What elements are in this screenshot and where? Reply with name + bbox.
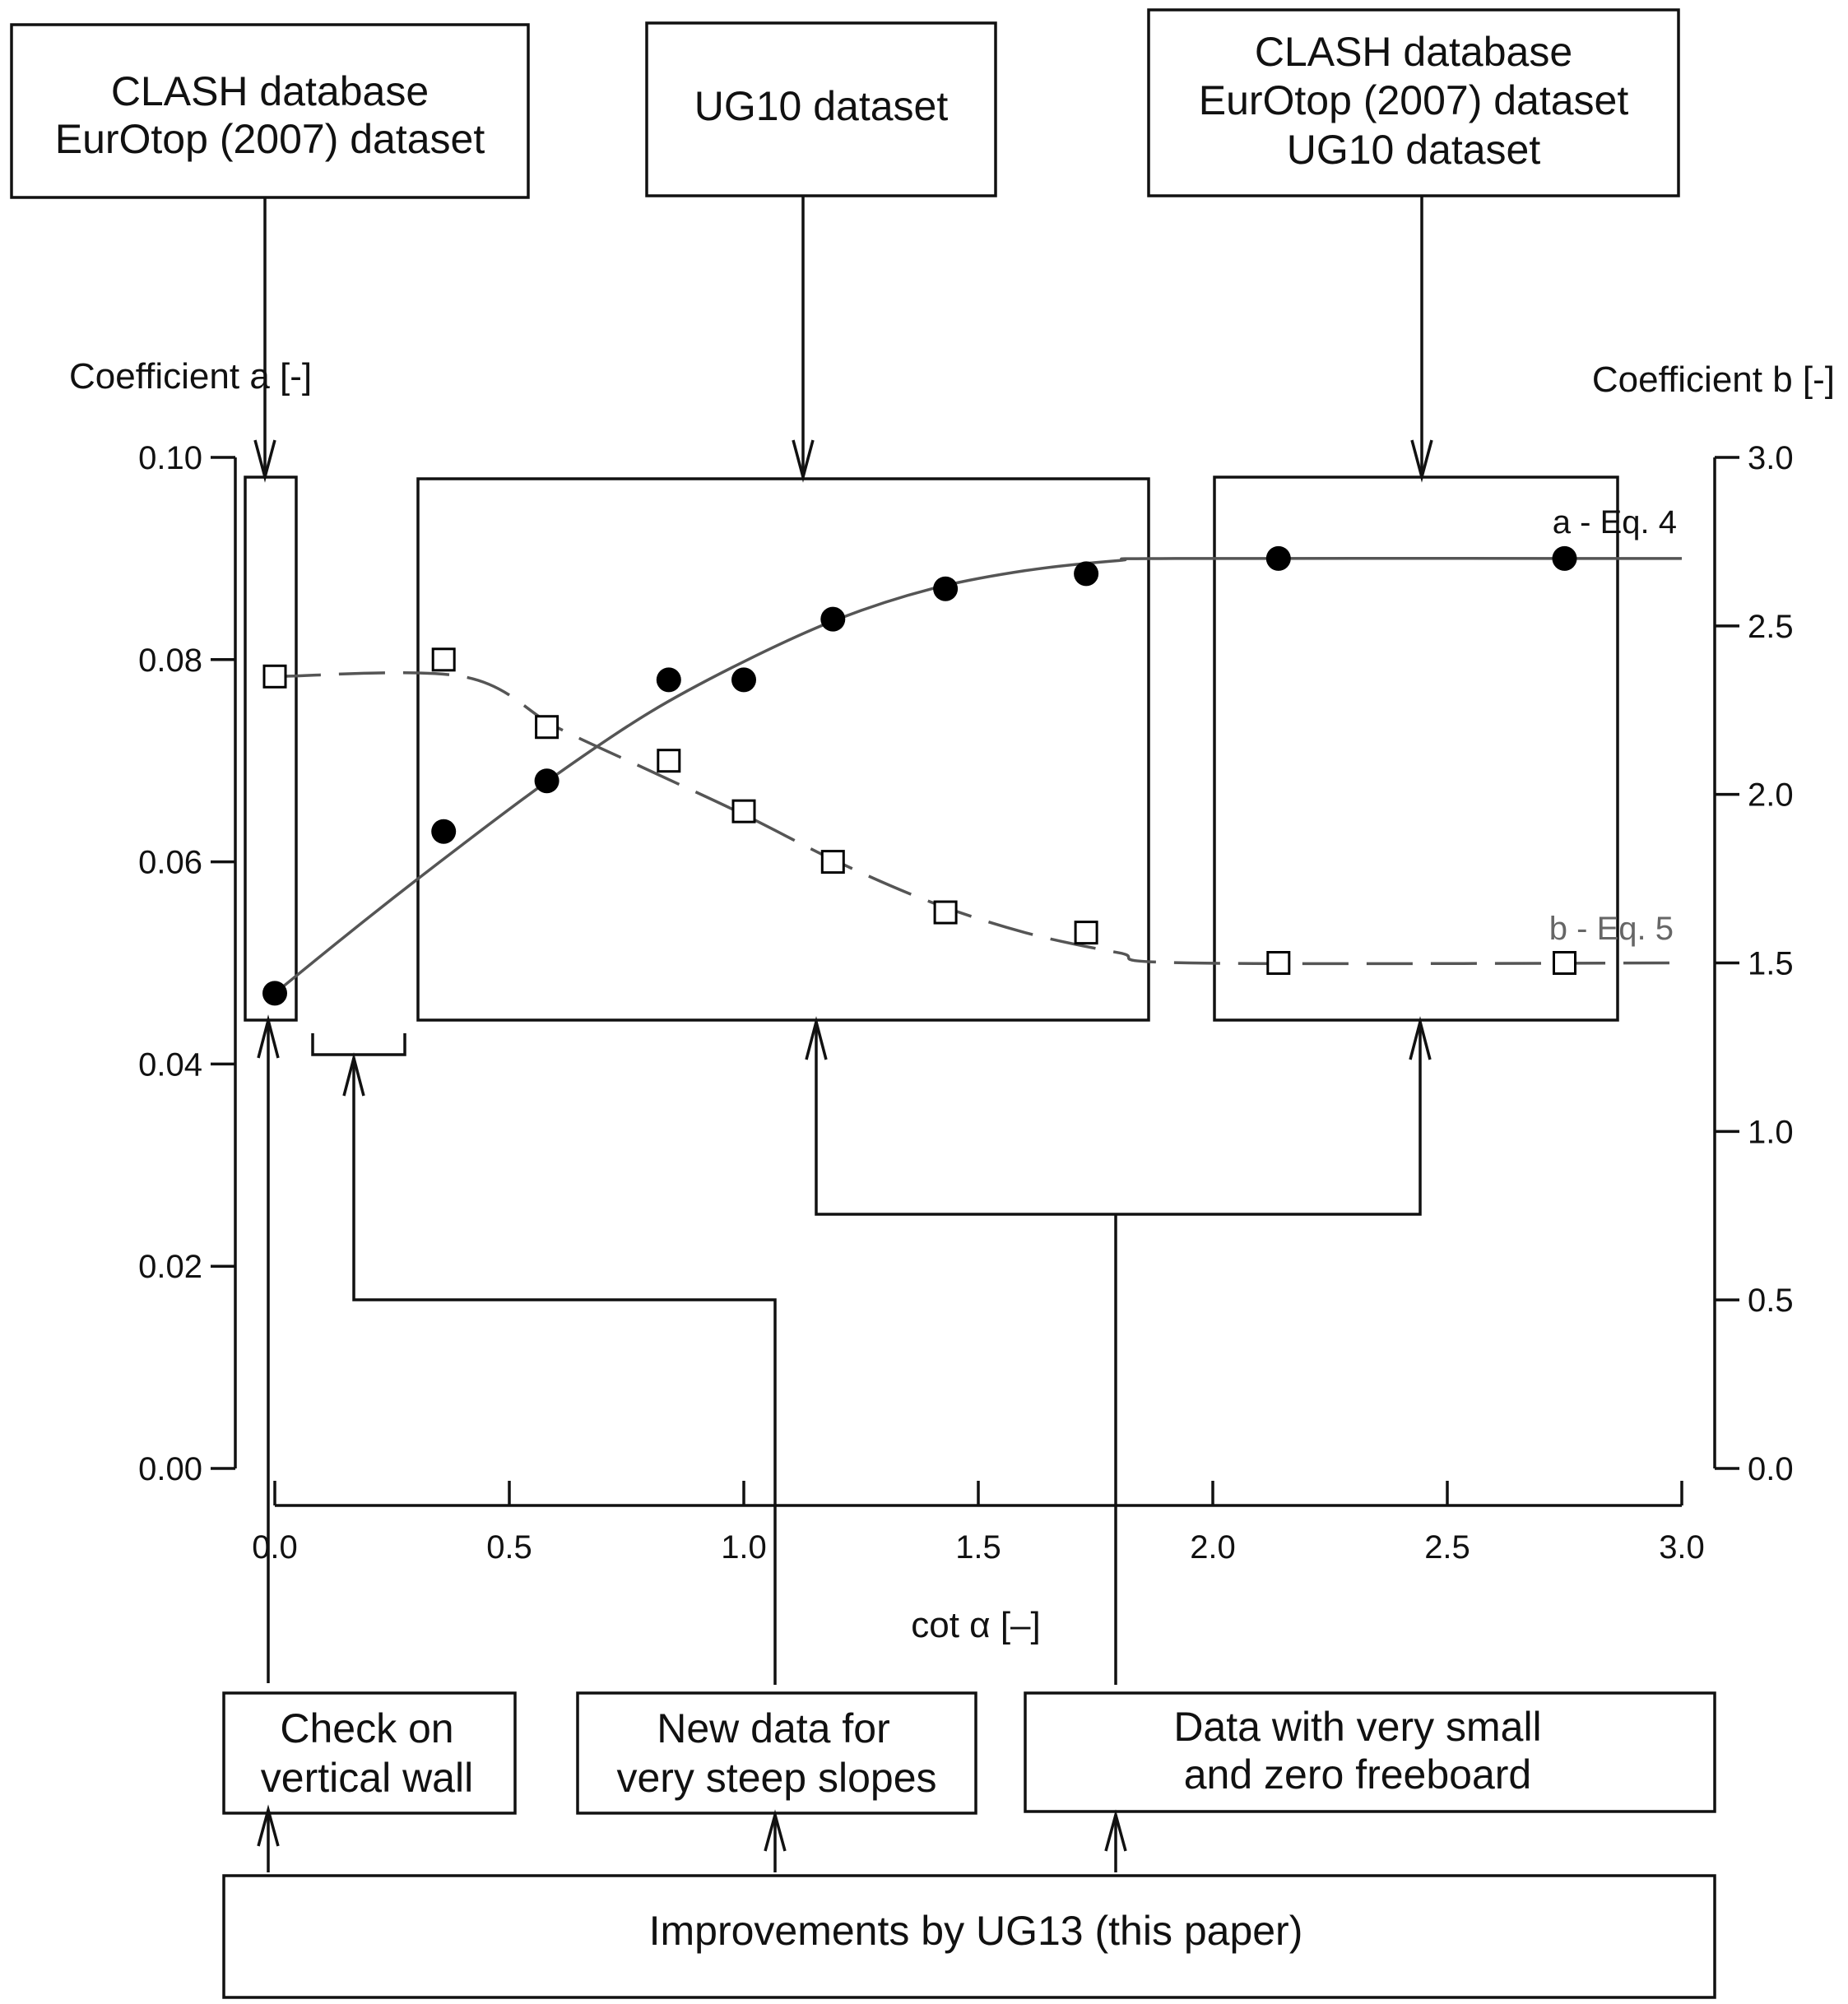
point-a <box>431 819 457 844</box>
top-box-3-line-1: CLASH database <box>1255 29 1572 75</box>
point-b <box>820 850 845 874</box>
point-b <box>1266 951 1291 975</box>
x-tick-label: 1.0 <box>721 1529 767 1566</box>
x-axis-title: cot α [–] <box>911 1605 1041 1645</box>
point-a <box>656 667 681 693</box>
point-b <box>1074 921 1098 945</box>
highlight-box-ug10 <box>416 477 1150 1022</box>
bottom-arrows <box>257 1014 1432 1872</box>
y-right-tick-label: 2.5 <box>1748 609 1794 645</box>
point-a <box>1552 545 1577 571</box>
x-tick-label: 1.5 <box>955 1529 1001 1566</box>
y-right-tick-label: 3.0 <box>1748 440 1794 476</box>
top-box-2: UG10 dataset <box>645 21 997 197</box>
y-right-tick-label: 1.0 <box>1748 1114 1794 1150</box>
y-right-tick-label: 2.0 <box>1748 777 1794 814</box>
x-tick-label: 3.0 <box>1659 1529 1705 1566</box>
y-left-tick-label: 0.04 <box>138 1046 202 1083</box>
point-b <box>262 664 287 689</box>
y-left-axis-title: Coefficient a [-] <box>69 356 312 397</box>
top-box-1-line-2: EurOtop (2007) dataset <box>55 116 485 162</box>
fit-line-b <box>274 670 1683 966</box>
point-a <box>933 576 959 601</box>
point-b <box>431 647 456 672</box>
point-a <box>731 667 756 693</box>
point-a <box>820 606 846 632</box>
point-b <box>933 900 958 925</box>
highlight-box-vertical-wall <box>244 475 298 1022</box>
y-right-axis-title: Coefficient b [-] <box>1592 360 1835 400</box>
y-left-tick-label: 0.08 <box>138 642 202 679</box>
bottom-box-1-line-2: vertical wall <box>261 1755 473 1801</box>
top-box-3-line-2: EurOtop (2007) dataset <box>1199 77 1629 123</box>
bottom-box-1: Check on vertical wall <box>222 1691 517 1815</box>
footer-label: Improvements by UG13 (this paper) <box>649 1908 1303 1954</box>
top-box-1-line-1: CLASH database <box>111 68 429 114</box>
point-a <box>1265 545 1291 571</box>
y-right-tick-label: 0.0 <box>1748 1451 1794 1487</box>
highlight-boxes <box>244 475 1619 1056</box>
x-tick-label: 0.0 <box>252 1529 298 1566</box>
top-box-2-line-1: UG10 dataset <box>694 83 949 129</box>
x-tick-label: 0.5 <box>486 1529 532 1566</box>
y-left-tick-label: 0.10 <box>138 440 202 476</box>
bottom-box-3: Data with very small and zero freeboard <box>1024 1691 1716 1813</box>
point-b <box>657 749 681 773</box>
point-b <box>1553 951 1576 975</box>
fit-lines <box>273 556 1683 995</box>
y-left-tick-label: 0.06 <box>138 845 202 881</box>
footer-box: Improvements by UG13 (this paper) <box>222 1874 1716 1999</box>
fit-line-a <box>273 556 1683 995</box>
top-box-1: CLASH database EurOtop (2007) dataset <box>10 23 530 199</box>
point-b <box>535 715 560 740</box>
data-markers <box>262 545 1577 1006</box>
point-a <box>262 981 287 1006</box>
steep-slopes-bracket <box>311 1033 406 1056</box>
bottom-box-3-line-2: and zero freeboard <box>1184 1751 1532 1798</box>
x-tick-label: 2.0 <box>1190 1529 1236 1566</box>
y-right-tick-label: 1.5 <box>1748 946 1794 982</box>
bottom-box-3-line-1: Data with very small <box>1173 1704 1541 1750</box>
point-a <box>534 768 560 794</box>
highlight-box-freeboard <box>1213 475 1619 1022</box>
bottom-box-1-line-1: Check on <box>280 1705 453 1751</box>
top-box-3-line-3: UG10 dataset <box>1287 127 1541 173</box>
y-left-tick-label: 0.00 <box>138 1451 202 1487</box>
bottom-box-2-line-2: very steep slopes <box>616 1755 936 1801</box>
y-left-tick-label: 0.02 <box>138 1249 202 1285</box>
axes: 0.0 0.5 1.0 1.5 2.0 2.5 3.0 0.00 0.02 0.04 0.06 0.0… <box>138 440 1793 1566</box>
series-label-b: b - Eq. 5 <box>1549 911 1674 947</box>
point-a <box>1074 561 1099 587</box>
x-tick-label: 2.5 <box>1424 1529 1470 1566</box>
bottom-box-2: New data for very steep slopes <box>576 1691 977 1815</box>
bottom-box-2-line-1: New data for <box>657 1705 889 1751</box>
top-arrows <box>253 196 1433 483</box>
series-label-a: a - Eq. 4 <box>1553 504 1677 540</box>
top-box-3: CLASH database EurOtop (2007) dataset UG… <box>1147 8 1680 197</box>
point-b <box>731 799 756 823</box>
y-right-tick-label: 0.5 <box>1748 1283 1794 1319</box>
